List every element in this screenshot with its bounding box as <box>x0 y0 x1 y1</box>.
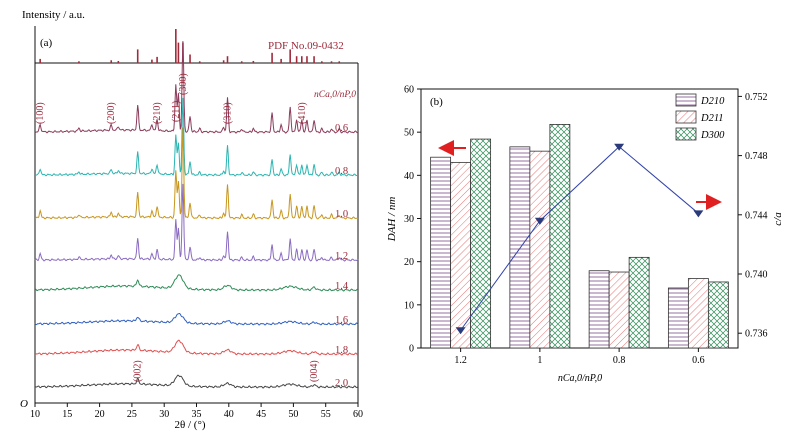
xrd-x-tick-label: 30 <box>159 409 169 420</box>
peak-label: (100) <box>35 102 46 124</box>
axis-arrows <box>438 140 722 210</box>
xrd-x-tick-label: 25 <box>127 409 137 420</box>
legend-label: D211 <box>700 113 724 124</box>
bar <box>628 256 650 349</box>
bar <box>608 271 630 349</box>
legend-label: D210 <box>700 96 725 107</box>
xrd-x-tick-label: 20 <box>95 409 105 420</box>
legend-label: D300 <box>700 130 725 141</box>
bar-y-tick-label: 60 <box>404 85 414 96</box>
bar-y-tick-label: 20 <box>404 257 414 268</box>
xrd-x-tick-label: 60 <box>353 409 363 420</box>
bar-y2-tick-label: 0.736 <box>745 329 768 340</box>
bar-y2-tick-label: 0.744 <box>745 210 768 221</box>
origin-label: O <box>20 398 28 410</box>
xrd-curve <box>34 274 359 292</box>
ratio-marker <box>614 143 625 151</box>
peak-label: (410) <box>297 102 308 124</box>
xrd-xlabel: 2θ / (°) <box>174 419 205 431</box>
bar-y-tick-label: 30 <box>404 214 414 225</box>
xrd-series-label: 0.6 <box>335 123 348 134</box>
bar-legend: D210 D211 D300 <box>675 93 725 141</box>
bar-xlabel: nCa,0/nP,0 <box>558 373 602 384</box>
xrd-curve <box>34 41 359 134</box>
ratio-marker <box>693 210 704 218</box>
bar-ylabel: DAH / nm <box>386 197 398 243</box>
bar-panel-label: (b) <box>430 96 443 108</box>
xrd-series-label: 1.8 <box>335 345 348 356</box>
xrd-x-ticks: 10 15 20 25 30 35 40 45 50 55 60 <box>30 403 363 420</box>
bars <box>430 123 729 349</box>
bar <box>707 281 729 349</box>
xrd-series-label: 1.0 <box>335 209 348 220</box>
xrd-x-tick-label: 55 <box>321 409 331 420</box>
bar-y-tick-label: 0 <box>409 344 414 355</box>
xrd-x-tick-label: 15 <box>62 409 72 420</box>
xrd-curve <box>34 374 359 389</box>
legend-swatch <box>675 93 697 107</box>
bar <box>470 138 492 349</box>
bar-x-tick-label: 1.2 <box>454 355 467 366</box>
xrd-series-label: 1.2 <box>335 251 348 262</box>
xrd-x-tick-label: 40 <box>224 409 234 420</box>
xrd-ylabel: Intensity / a.u. <box>22 9 85 21</box>
bar <box>588 270 610 349</box>
bar-y-tick-label: 50 <box>404 128 414 139</box>
bar-y2-tick-label: 0.740 <box>745 270 768 281</box>
bar <box>509 146 531 349</box>
peak-label: (200) <box>106 102 117 124</box>
bar-x-tick-label: 0.6 <box>692 355 705 366</box>
xrd-series-labels: 0.6 0.8 1.0 1.2 1.4 1.6 1.8 2.0 <box>335 123 349 389</box>
bar-y2-tick-label: 0.748 <box>745 151 768 162</box>
peak-label: (300) <box>178 73 189 95</box>
peak-label: (002) <box>133 360 144 382</box>
ratio-line <box>455 143 704 335</box>
xrd-x-tick-label: 50 <box>288 409 298 420</box>
xrd-curve <box>34 97 358 177</box>
xrd-curves <box>34 41 359 389</box>
legend-swatch <box>675 110 697 124</box>
bar <box>687 278 709 349</box>
xrd-curve <box>34 313 359 326</box>
bar <box>667 287 689 349</box>
bar-x-ticks: 1.2 1 0.8 0.6 <box>454 348 705 366</box>
xrd-series-label: 0.8 <box>335 166 348 177</box>
peak-label: (211) <box>171 101 182 122</box>
xrd-curve <box>34 183 359 262</box>
xrd-curve <box>34 339 359 356</box>
xrd-panel: Intensity / a.u. (a) PDF No.09-0432 0.60… <box>20 9 363 431</box>
bar <box>529 150 551 349</box>
xrd-series-label: 1.4 <box>335 281 349 292</box>
bar-x-tick-label: 1 <box>537 355 542 366</box>
bar-y2-ticks: 0.736 0.740 0.744 0.748 0.752 <box>738 92 768 340</box>
bar-y-ticks: 0 10 20 30 40 50 60 <box>404 85 421 355</box>
xrd-curve <box>35 127 359 220</box>
xrd-x-tick-label: 35 <box>192 409 202 420</box>
xrd-x-tick-label: 45 <box>256 409 266 420</box>
xrd-peak-labels: (100) (200) (210) (211) (300) (310) (410) (002)… <box>35 73 320 382</box>
xrd-x-tick-label: 10 <box>30 409 40 420</box>
bar-y2label: c/a <box>772 212 784 226</box>
bar-y-tick-label: 40 <box>404 171 414 182</box>
xrd-series-label: 2.0 <box>335 378 348 389</box>
ratio-marker <box>455 327 466 335</box>
ratio-line-path <box>460 146 699 331</box>
ratio-label-a: nCa,0/nP,0 <box>314 90 356 100</box>
bar-x-tick-label: 0.8 <box>613 355 626 366</box>
xrd-panel-label: (a) <box>40 37 53 49</box>
peak-label: (210) <box>152 102 163 124</box>
bar <box>549 123 571 349</box>
peak-label: (004) <box>309 360 320 382</box>
bar <box>430 156 452 349</box>
ratio-marker <box>534 217 545 225</box>
reference-card-label: PDF No.09-0432 <box>268 40 344 52</box>
bar-y-tick-label: 10 <box>404 300 414 311</box>
xrd-series-label: 1.6 <box>335 315 348 326</box>
legend-swatch <box>675 127 697 141</box>
peak-label: (310) <box>223 102 234 124</box>
bar-y2-tick-label: 0.752 <box>745 92 768 103</box>
